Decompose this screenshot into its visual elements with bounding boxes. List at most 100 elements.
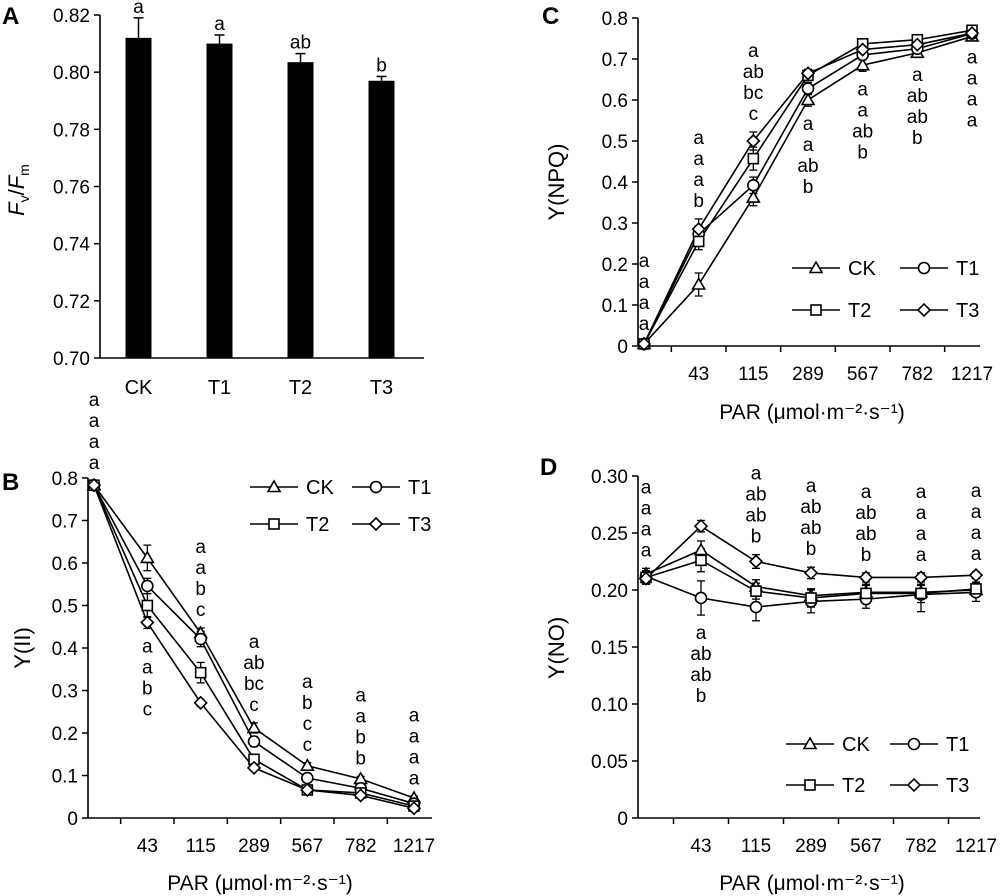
significance-letter: a [409, 747, 420, 768]
marker-t3 [406, 801, 422, 816]
y-tick-label: 0.4 [52, 639, 79, 660]
x-axis-label-b: PAR (μmol·m⁻²·s⁻¹) [167, 872, 353, 895]
significance-letter: a [355, 685, 366, 706]
y-tick-label-a: 0.76 [53, 178, 90, 199]
significance-letter: a [195, 558, 206, 579]
significance-letter: c [303, 735, 313, 756]
significance-letter: a [89, 390, 100, 411]
y-axis-label-c: Y(NPQ) [544, 144, 569, 221]
x-tick-label: 115 [738, 364, 768, 385]
legend-marker-ck [266, 479, 282, 493]
y-tick-label: 0.1 [602, 296, 628, 317]
panel-letter-c: C [542, 3, 559, 30]
marker-ck [691, 276, 707, 290]
legend-label-ck: CK [842, 734, 870, 756]
y-tick-label: 0.30 [591, 467, 628, 488]
significance-letter: c [249, 695, 259, 716]
significance-letter: c [196, 600, 206, 621]
x-tick-label: 43 [690, 836, 711, 857]
significance-letter: b [912, 128, 923, 149]
significance-letter: ab [243, 653, 264, 674]
significance-letter: a [639, 293, 650, 314]
significance-letter-a: b [376, 55, 387, 76]
significance-letter: b [803, 177, 814, 198]
panel-c: C Y(NPQ) PAR (μmol·m⁻²·s⁻¹) 0 0.1 0.2 0.3 0.… [542, 3, 993, 424]
x-tick-label-a: T3 [370, 377, 393, 399]
legend-label-t2: T2 [842, 775, 865, 797]
y-tick-label: 0 [617, 337, 628, 358]
y-tick-label-a: 0.70 [53, 349, 90, 370]
legend-marker-t2 [804, 779, 816, 791]
legend-label-t1: T1 [956, 258, 979, 280]
significance-letter: a [916, 482, 927, 503]
significance-letter-a: ab [290, 33, 311, 54]
y-tick-label: 0.20 [591, 581, 628, 602]
marker-t2 [194, 666, 207, 679]
x-tick-label: 782 [901, 364, 933, 385]
significance-letter: a [806, 476, 817, 497]
significance-letter: a [142, 657, 153, 678]
significance-letter: a [803, 135, 814, 156]
legend-marker-t3 [906, 777, 922, 793]
marker-t3 [968, 568, 984, 583]
marker-ck [800, 92, 816, 106]
significance-letter: a [971, 523, 982, 544]
significance-letter: a [355, 706, 366, 727]
marker-t3 [803, 565, 819, 581]
panel-b: B Y(II) PAR (μmol·m⁻²·s⁻¹) 0 0.1 0.2 0.3 0.4… [2, 390, 435, 895]
marker-t3 [693, 519, 709, 534]
x-tick-label: 43 [137, 836, 158, 857]
significance-letter: a [912, 65, 923, 86]
significance-letter: a [857, 79, 868, 100]
y-tick-label: 0.8 [52, 469, 78, 490]
marker-t2 [747, 152, 760, 165]
legend-marker-t1 [907, 737, 921, 751]
legend-label-t1: T1 [946, 734, 969, 756]
significance-letter: a [641, 540, 652, 561]
y-tick-label: 0.3 [52, 682, 78, 703]
legend-label-ck: CK [306, 477, 334, 499]
significance-letter-a: a [214, 14, 225, 35]
x-tick-label: 567 [291, 836, 323, 857]
x-tick-label: 43 [688, 364, 709, 385]
marker-t2 [692, 235, 705, 248]
marker-t3 [638, 571, 654, 586]
x-tick-label: 289 [795, 836, 827, 857]
significance-letter: a [916, 524, 927, 545]
marker-t3 [691, 222, 706, 237]
significance-letter: ab [907, 107, 928, 128]
y-tick-label: 0.6 [602, 91, 628, 112]
significance-letter: a [857, 100, 868, 121]
panel-letter-a: A [2, 3, 19, 30]
significance-letter: a [916, 545, 927, 566]
significance-letter: c [749, 104, 759, 125]
significance-letter: c [303, 714, 313, 735]
legend-marker-t1 [917, 261, 931, 275]
marker-t1 [301, 771, 314, 785]
significance-letter: a [142, 636, 153, 657]
marker-ck [139, 550, 155, 564]
significance-letter: a [89, 432, 100, 453]
x-tick-label: 567 [847, 364, 879, 385]
bar-t1 [206, 43, 233, 358]
y-tick-label-a: 0.78 [53, 120, 90, 141]
x-tick-label: 115 [186, 836, 216, 857]
significance-letter: ab [743, 62, 764, 83]
significance-letter: b [696, 686, 707, 707]
x-tick-label-a: CK [125, 377, 153, 399]
y-axis-label-a: Fv/Fm [4, 164, 32, 216]
significance-letter: ab [797, 156, 818, 177]
marker-t3 [353, 788, 368, 803]
y-tick-label-a: 0.80 [53, 63, 90, 84]
significance-letter: b [751, 527, 762, 548]
y-tick-label: 0.10 [591, 695, 628, 716]
panel-d: D Y(NO) PAR (μmol·m⁻²·s⁻¹) 0 0.05 0.10 0.15… [540, 454, 997, 895]
y-tick-label: 0.7 [52, 512, 78, 533]
legend-marker-ck [802, 736, 818, 750]
y-tick-label: 0 [67, 809, 78, 830]
y-tick-label: 0.8 [602, 9, 628, 30]
y-tick-label: 0 [617, 809, 628, 830]
significance-letter: ab [855, 524, 876, 545]
y-tick-label: 0.2 [602, 255, 628, 276]
